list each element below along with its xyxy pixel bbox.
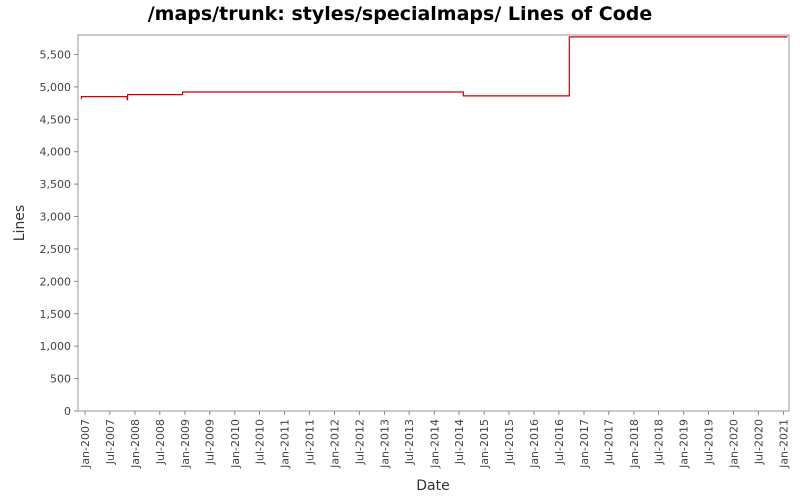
x-tick-label: Jan-2021 bbox=[778, 419, 791, 469]
x-tick-label: Jan-2014 bbox=[428, 419, 441, 469]
x-tick-label: Jan-2008 bbox=[129, 419, 142, 469]
x-tick-label: Jul-2015 bbox=[503, 419, 516, 465]
x-tick-label: Jul-2020 bbox=[752, 419, 765, 465]
x-tick-label: Jul-2010 bbox=[254, 419, 267, 465]
y-tick-label: 500 bbox=[50, 373, 71, 386]
x-axis: Jan-2007 Jul-2007 Jan-2008 Jul-2008 Jan-2009… bbox=[79, 411, 791, 469]
y-tick-label: 1,500 bbox=[40, 308, 72, 321]
plot-area bbox=[77, 34, 790, 412]
y-tick-label: 3,000 bbox=[40, 211, 72, 224]
x-tick-label: Jan-2009 bbox=[179, 419, 192, 469]
x-tick-label: Jan-2012 bbox=[328, 419, 341, 469]
x-tick-label: Jul-2009 bbox=[204, 419, 217, 465]
chart-title: /maps/trunk: styles/specialmaps/ Lines o… bbox=[148, 3, 653, 25]
x-tick-label: Jul-2008 bbox=[154, 419, 167, 465]
x-axis-label: Date bbox=[416, 478, 449, 494]
y-axis: 0 500 1,000 1,500 2,000 2,500 3,000 3,500 4,000 4… bbox=[40, 48, 78, 418]
y-tick-label: 4,000 bbox=[40, 146, 72, 159]
x-tick-label: Jan-2020 bbox=[728, 419, 741, 469]
x-tick-label: Jul-2007 bbox=[104, 419, 117, 465]
x-tick-label: Jul-2017 bbox=[603, 419, 616, 465]
y-tick-label: 4,500 bbox=[40, 113, 72, 126]
y-tick-label: 0 bbox=[64, 405, 71, 418]
series-line bbox=[80, 36, 788, 101]
x-tick-label: Jul-2018 bbox=[653, 419, 666, 465]
x-tick-label: Jan-2018 bbox=[628, 419, 641, 469]
x-tick-label: Jan-2013 bbox=[378, 419, 391, 469]
x-tick-label: Jan-2007 bbox=[79, 419, 92, 469]
y-tick-label: 2,000 bbox=[40, 275, 72, 288]
series-layer bbox=[80, 36, 788, 101]
x-tick-label: Jul-2013 bbox=[403, 419, 416, 465]
x-tick-label: Jan-2016 bbox=[528, 419, 541, 469]
y-tick-label: 2,500 bbox=[40, 243, 72, 256]
y-tick-label: 5,500 bbox=[40, 48, 72, 61]
y-tick-label: 5,000 bbox=[40, 81, 72, 94]
x-tick-label: Jan-2019 bbox=[678, 419, 691, 469]
y-tick-label: 1,000 bbox=[40, 340, 72, 353]
x-tick-label: Jul-2016 bbox=[553, 419, 566, 465]
x-tick-label: Jul-2011 bbox=[303, 419, 316, 465]
x-tick-label: Jul-2012 bbox=[353, 419, 366, 465]
x-tick-label: Jul-2019 bbox=[702, 419, 715, 465]
x-tick-label: Jul-2014 bbox=[453, 419, 466, 465]
y-axis-label: Lines bbox=[12, 205, 28, 241]
x-tick-label: Jan-2015 bbox=[478, 419, 491, 469]
x-tick-label: Jan-2010 bbox=[229, 419, 242, 469]
y-tick-label: 3,500 bbox=[40, 178, 72, 191]
x-tick-label: Jan-2011 bbox=[279, 419, 292, 469]
x-tick-label: Jan-2017 bbox=[578, 419, 591, 469]
